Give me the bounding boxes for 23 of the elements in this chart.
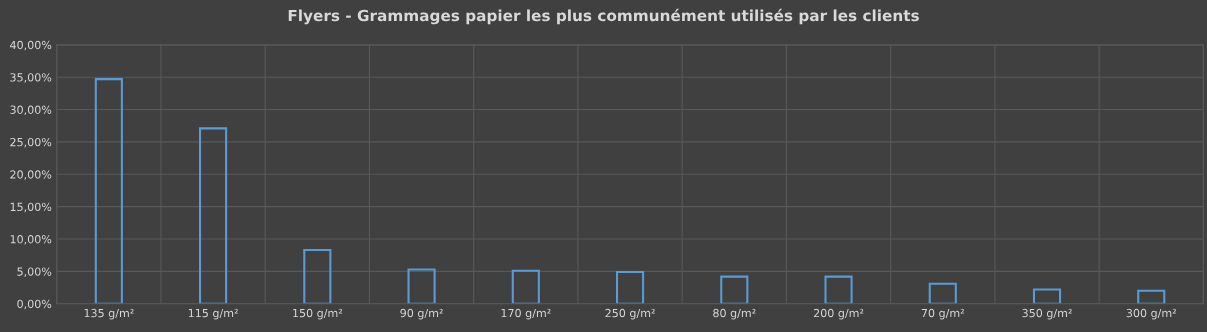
y-tick-label: 25,00% (10, 137, 52, 148)
y-tick-label: 20,00% (10, 170, 52, 180)
x-tick-label: 300 g/m² (1126, 308, 1176, 320)
y-tick-label: 35,00% (10, 73, 52, 83)
y-tick-label: 40,00% (10, 40, 52, 51)
y-tick-label: 0,00% (17, 299, 52, 310)
x-tick-label: 170 g/m² (501, 308, 551, 320)
bar (94, 78, 123, 304)
x-tick-label: 115 g/m² (188, 308, 238, 320)
x-tick-label: 135 g/m² (84, 308, 134, 320)
x-tick-label: 90 g/m² (400, 308, 443, 320)
y-tick-label: 30,00% (10, 105, 52, 116)
x-tick-label: 350 g/m² (1022, 308, 1072, 320)
y-tick-label: 5,00% (17, 267, 52, 277)
x-tick-label: 70 g/m² (921, 308, 964, 320)
chart-title: Flyers - Grammages papier les plus communément utilisés par les clients (288, 8, 919, 25)
x-tick-label: 250 g/m² (605, 308, 655, 320)
x-tick-label: 200 g/m² (813, 308, 864, 320)
bar (199, 127, 228, 304)
y-tick-label: 15,00% (10, 202, 52, 213)
y-tick-label: 10,00% (10, 235, 52, 245)
x-tick-label: 150 g/m² (293, 308, 343, 320)
x-tick-label: 80 g/m² (713, 308, 756, 320)
